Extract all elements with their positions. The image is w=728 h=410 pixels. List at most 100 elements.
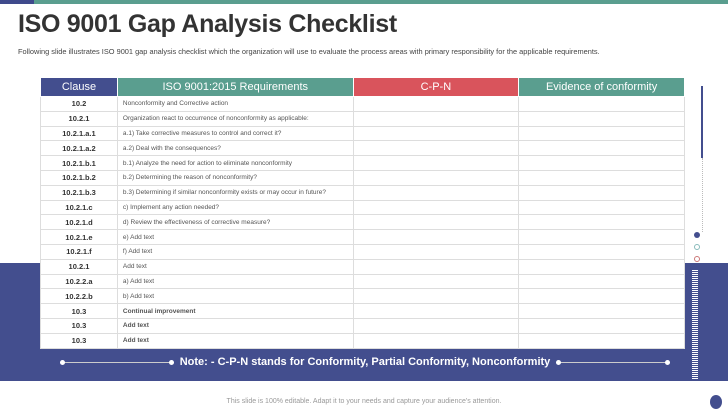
clause-cell: 10.2.1.b.3 (40, 184, 118, 201)
clause-cell: 10.2.1 (40, 258, 118, 275)
clause-cell: 10.2.1.b.2 (40, 169, 118, 186)
clause-cell: 10.2.1.d (40, 214, 118, 231)
evidence-cell[interactable] (518, 288, 685, 305)
table-row: 10.2.1.b.1 b.1) Analyze the need for acti… (40, 155, 685, 171)
decor-stripe (692, 270, 698, 380)
table-row: 10.2.1.d d) Review the effectiveness of c… (40, 214, 685, 231)
cpn-cell[interactable] (352, 155, 520, 171)
clause-cell: 10.2.1.e (40, 229, 118, 245)
cpn-cell[interactable] (352, 317, 520, 334)
column-header: Evidence of conformity (518, 77, 685, 97)
cpn-cell[interactable] (352, 258, 520, 275)
decor-dot-filled (694, 232, 700, 238)
note-line-left (60, 359, 174, 365)
evidence-cell[interactable] (518, 140, 685, 157)
evidence-cell[interactable] (518, 184, 685, 201)
clause-cell: 10.2.2.a (40, 273, 118, 290)
cpn-cell[interactable] (352, 199, 520, 216)
note-text: Note: - C-P-N stands for Conformity, Par… (179, 356, 551, 368)
table-row: 10.2.1.b.3 b.3) Determining if similar no… (40, 184, 685, 201)
checklist-table: Clause ISO 9001:2015 Requirements C-P-N Evi… (40, 77, 685, 349)
clause-cell: 10.3 (40, 332, 118, 349)
requirement-cell: a) Add text (116, 273, 354, 290)
table-row: 10.2.1.a.2 a.2) Deal with the consequence… (40, 140, 685, 157)
cpn-cell[interactable] (352, 273, 520, 290)
decor-line (701, 86, 703, 158)
cpn-cell[interactable] (352, 169, 520, 186)
table-row: 10.2.2.b b) Add text (40, 288, 685, 305)
note: Note: - C-P-N stands for Conformity, Par… (60, 356, 671, 368)
decor-dot-teal (694, 244, 700, 250)
column-header: Clause (40, 77, 118, 97)
requirement-cell: b.1) Analyze the need for action to elim… (116, 155, 354, 171)
table-row: 10.2.1.b.2 b.2) Determining the reason of… (40, 169, 685, 186)
evidence-cell[interactable] (518, 229, 685, 245)
cpn-cell[interactable] (352, 288, 520, 305)
top-accent-dark (0, 0, 34, 4)
requirement-cell: Add text (116, 332, 354, 349)
evidence-cell[interactable] (518, 199, 685, 216)
cpn-cell[interactable] (352, 243, 520, 260)
evidence-cell[interactable] (518, 258, 685, 275)
cpn-cell[interactable] (352, 125, 520, 142)
table-row: 10.3 Add text (40, 332, 685, 349)
requirement-cell: d) Review the effectiveness of correctiv… (116, 214, 354, 231)
clause-cell: 10.2.1 (40, 110, 118, 127)
table-row: 10.2.1.a.1 a.1) Take corrective measures … (40, 125, 685, 142)
requirement-cell: a.2) Deal with the consequences? (116, 140, 354, 157)
clause-cell: 10.2.1.a.2 (40, 140, 118, 157)
clause-cell: 10.2.1.c (40, 199, 118, 216)
table-row: 10.3 Add text (40, 317, 685, 334)
evidence-cell[interactable] (518, 155, 685, 171)
clause-cell: 10.2 (40, 96, 118, 112)
cpn-cell[interactable] (352, 332, 520, 349)
evidence-cell[interactable] (518, 243, 685, 260)
cpn-cell[interactable] (352, 214, 520, 231)
table-row: 10.2.1.c c) Implement any action needed? (40, 199, 685, 216)
clause-cell: 10.3 (40, 317, 118, 334)
cpn-cell[interactable] (352, 140, 520, 157)
column-header: ISO 9001:2015 Requirements (116, 77, 354, 97)
evidence-cell[interactable] (518, 214, 685, 231)
clause-cell: 10.2.1.f (40, 243, 118, 260)
requirement-cell: b.2) Determining the reason of nonconfor… (116, 169, 354, 186)
decor-dot-red (694, 256, 700, 262)
cpn-cell[interactable] (352, 184, 520, 201)
cpn-cell[interactable] (352, 110, 520, 127)
evidence-cell[interactable] (518, 96, 685, 112)
cpn-cell[interactable] (352, 96, 520, 112)
evidence-cell[interactable] (518, 169, 685, 186)
requirement-cell: Add text (116, 258, 354, 275)
cpn-cell[interactable] (352, 229, 520, 245)
evidence-cell[interactable] (518, 110, 685, 127)
note-line-right (556, 359, 671, 365)
page-subtitle: Following slide illustrates ISO 9001 gap… (18, 47, 600, 56)
requirement-cell: a.1) Take corrective measures to control… (116, 125, 354, 142)
cpn-cell[interactable] (352, 303, 520, 319)
table-row: 10.2.1 Organization react to occurrence o… (40, 110, 685, 127)
clause-cell: 10.2.2.b (40, 288, 118, 305)
table-row: 10.3 Continual improvement (40, 303, 685, 319)
requirement-cell: Organization react to occurrence of nonc… (116, 110, 354, 127)
evidence-cell[interactable] (518, 303, 685, 319)
requirement-cell: Continual improvement (116, 303, 354, 319)
requirement-cell: e) Add text (116, 229, 354, 245)
page-title: ISO 9001 Gap Analysis Checklist (18, 10, 397, 38)
clause-cell: 10.2.1.a.1 (40, 125, 118, 142)
table-row: 10.2.1 Add text (40, 258, 685, 275)
requirement-cell: b) Add text (116, 288, 354, 305)
evidence-cell[interactable] (518, 273, 685, 290)
requirement-cell: b.3) Determining if similar nonconformit… (116, 184, 354, 201)
decor-circle (710, 395, 722, 409)
footer-text: This slide is 100% editable. Adapt it to… (226, 398, 502, 405)
clause-cell: 10.2.1.b.1 (40, 155, 118, 171)
requirement-cell: Add text (116, 317, 354, 334)
top-accent-bar (0, 0, 728, 4)
requirement-cell: c) Implement any action needed? (116, 199, 354, 216)
table-row: 10.2 Nonconformity and Corrective action (40, 96, 685, 112)
evidence-cell[interactable] (518, 125, 685, 142)
decor-dotted-line (702, 158, 703, 232)
table-row: 10.2.2.a a) Add text (40, 273, 685, 290)
evidence-cell[interactable] (518, 332, 685, 349)
evidence-cell[interactable] (518, 317, 685, 334)
